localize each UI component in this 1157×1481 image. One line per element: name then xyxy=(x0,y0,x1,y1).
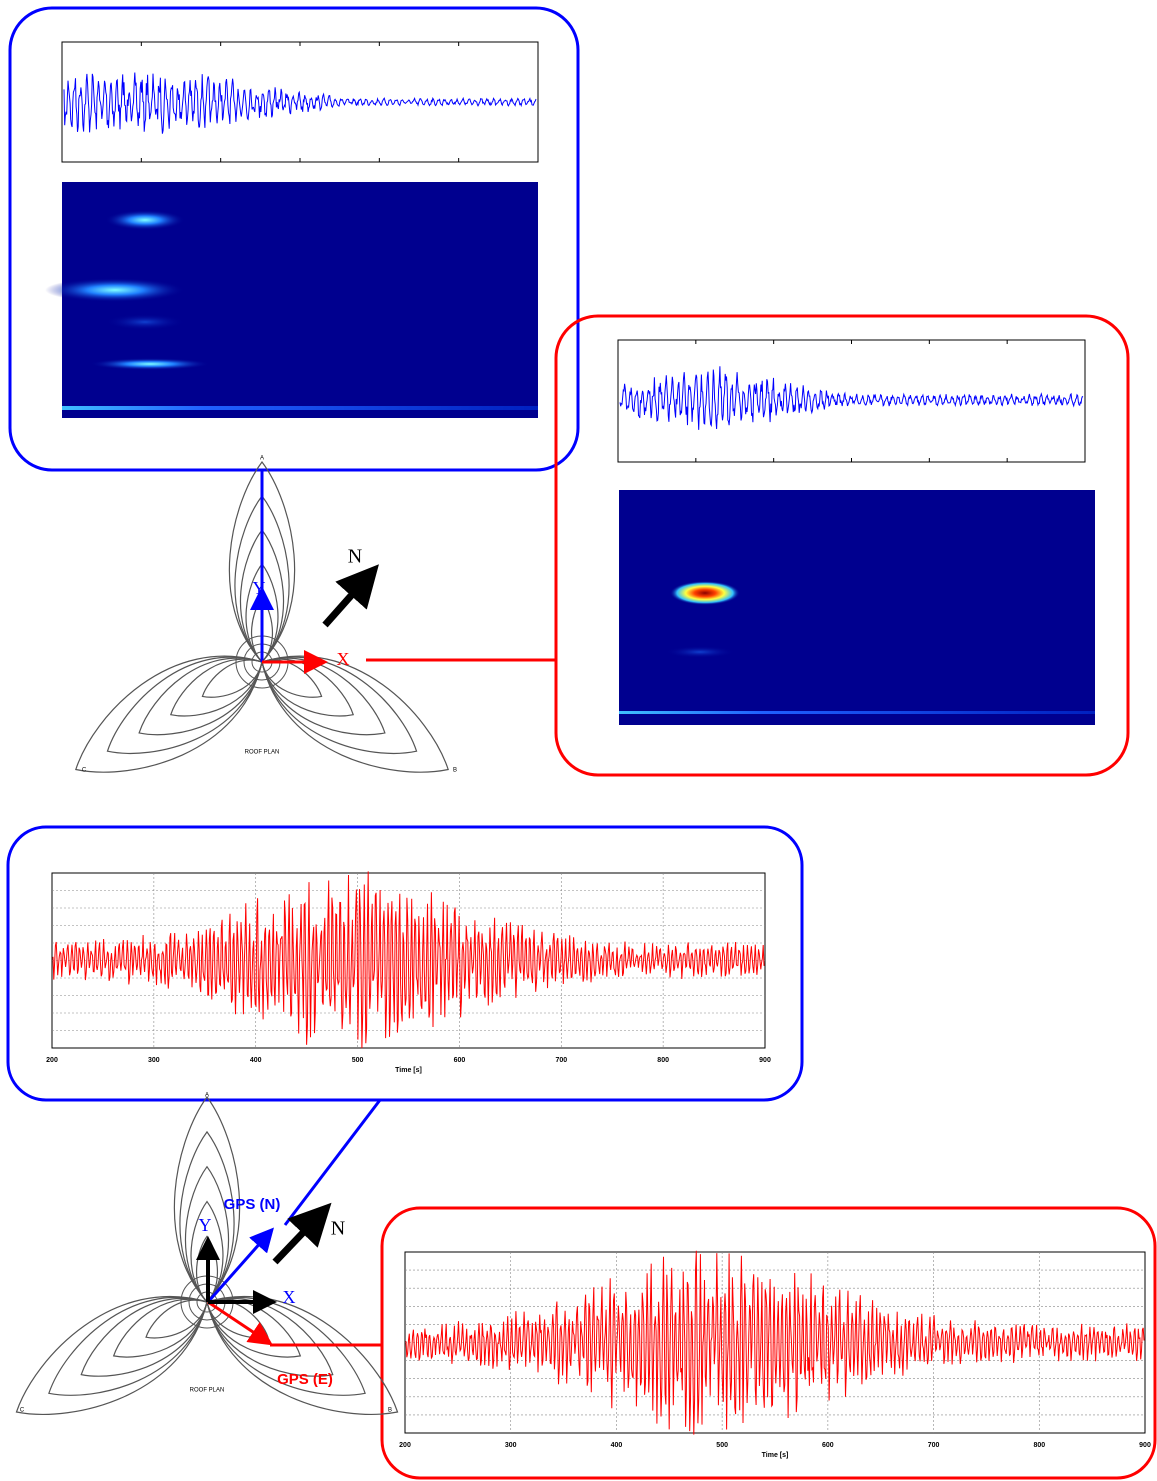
x-tick-label: 600 xyxy=(822,1442,834,1449)
north-label: N xyxy=(348,546,362,568)
x-axis-label: Time [s] xyxy=(395,1067,422,1074)
spectral-band xyxy=(619,711,1095,714)
roof-plan-label: ROOF PLAN xyxy=(245,750,280,756)
x-tick-label: 300 xyxy=(148,1057,160,1064)
roof-plan-label: ROOF PLAN xyxy=(190,1388,225,1394)
north-label: N xyxy=(331,1218,345,1240)
x-tick-label: 700 xyxy=(555,1057,567,1064)
x-tick-label: 500 xyxy=(716,1442,728,1449)
x-tick-label: 900 xyxy=(759,1057,771,1064)
north-arrow xyxy=(325,580,365,625)
corner-label: C xyxy=(82,768,87,774)
spectral-peak xyxy=(105,210,185,230)
axis-x-label: X xyxy=(337,649,350,669)
roof-outline xyxy=(241,626,469,805)
spectral-band xyxy=(62,406,538,410)
x-tick-label: 400 xyxy=(611,1442,623,1449)
x-tick-label: 600 xyxy=(454,1057,466,1064)
roof-outline xyxy=(55,626,283,805)
spectral-peak xyxy=(665,646,735,658)
gps-e-label: GPS (E) xyxy=(277,1371,333,1388)
x-tick-label: 200 xyxy=(399,1442,411,1449)
corner-label: C xyxy=(20,1408,25,1414)
figure: N Y X ROOF PLAN A B C 200 300 400 500 600 700… xyxy=(0,0,1157,1481)
gps-n-label: GPS (N) xyxy=(224,1196,281,1213)
x-tick-label: 300 xyxy=(505,1442,517,1449)
north-arrow xyxy=(275,1218,317,1262)
axis-y-label: Y xyxy=(253,578,266,598)
x-tick-label: 700 xyxy=(928,1442,940,1449)
x-tick-label: 500 xyxy=(352,1057,364,1064)
corner-label: B xyxy=(453,768,457,774)
x-tick-label: 200 xyxy=(46,1057,58,1064)
connector-line xyxy=(285,1100,380,1225)
axis-y-label: Y xyxy=(199,1215,212,1235)
roof-outline xyxy=(248,638,398,756)
x-axis-label: Time [s] xyxy=(762,1452,789,1459)
spectral-peak xyxy=(670,581,740,605)
corner-label: A xyxy=(260,456,264,462)
roof-outline xyxy=(32,1272,225,1423)
corner-label: B xyxy=(388,1408,392,1414)
gps-chart: 200 300 400 500 600 700 800 900 Time [s] xyxy=(46,871,771,1073)
roof-outline xyxy=(125,638,275,756)
x-tick-label: 900 xyxy=(1139,1442,1151,1449)
roof-outline xyxy=(0,1266,228,1448)
x-tick-label: 800 xyxy=(657,1057,669,1064)
roof-outline xyxy=(90,632,279,781)
spectrogram xyxy=(619,490,1095,725)
spectral-peak xyxy=(105,314,185,330)
roof-outline xyxy=(68,1278,221,1398)
x-tick-label: 800 xyxy=(1033,1442,1045,1449)
corner-label: A xyxy=(205,1093,209,1099)
spectral-peak xyxy=(45,278,185,302)
gps-chart: 200 300 400 500 600 700 800 900 Time [s] xyxy=(399,1251,1151,1459)
spectral-peak xyxy=(90,358,210,370)
axis-x-label: X xyxy=(283,1287,296,1307)
x-tick-label: 400 xyxy=(250,1057,262,1064)
